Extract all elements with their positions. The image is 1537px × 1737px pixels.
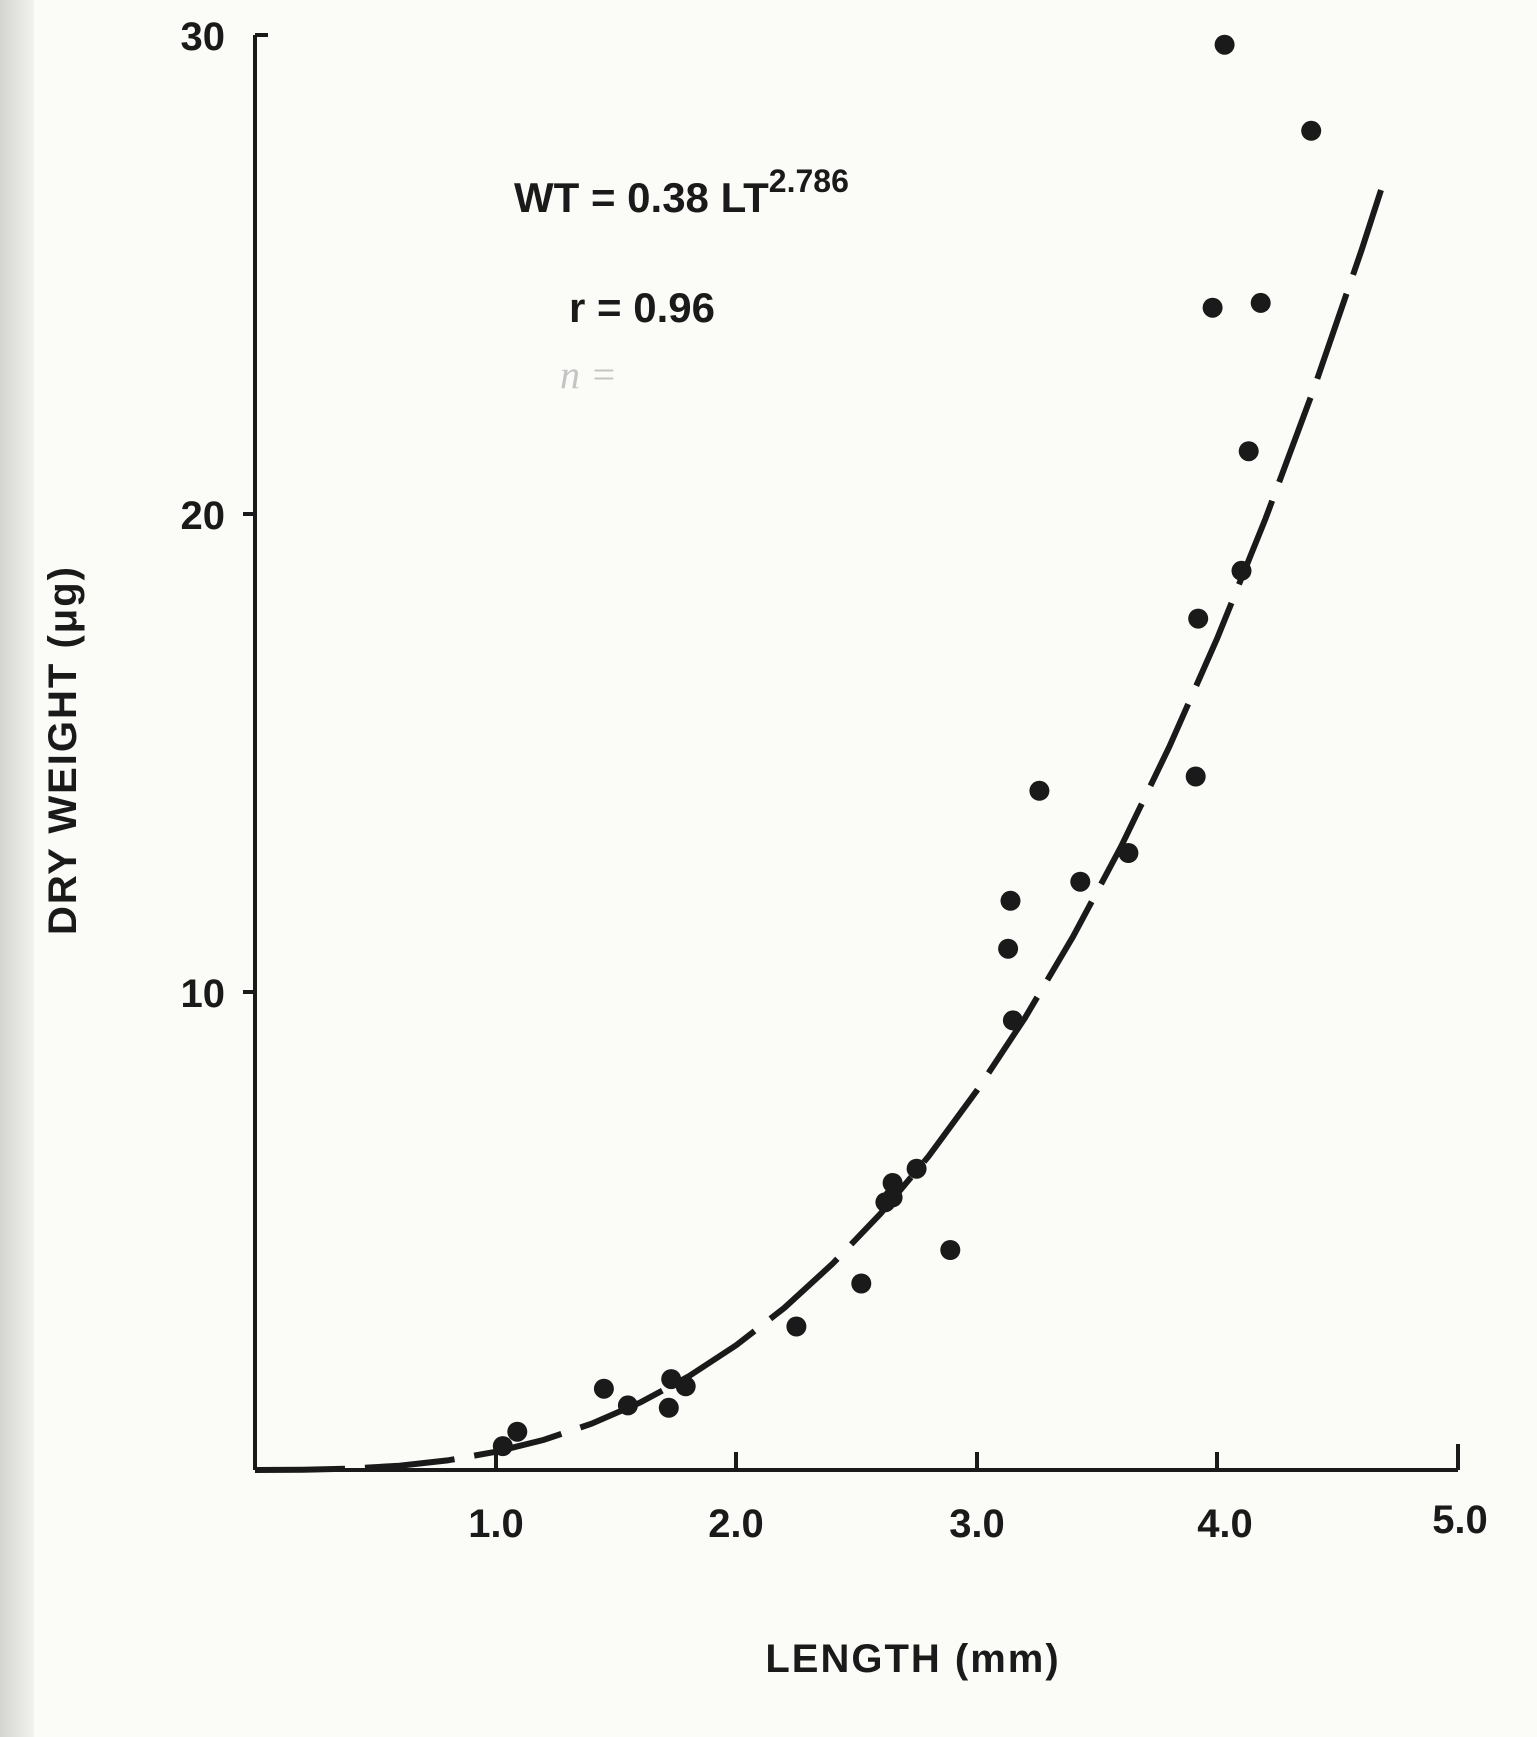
data-point [1301, 120, 1322, 141]
scan-page-edge [0, 0, 34, 1737]
y-tick-label-10: 10 [181, 972, 226, 1016]
x-tick-label-4: 4.0 [1197, 1502, 1253, 1546]
data-point [1214, 34, 1235, 55]
data-point [617, 1395, 638, 1416]
axis-titles: LENGTH (mm) DRY WEIGHT (μg) [41, 565, 1060, 1681]
tick-labels: 30 20 10 1.0 2.0 3.0 4.0 5.0 [181, 15, 1488, 1546]
data-point [675, 1376, 696, 1397]
annotations: WT = 0.38 LT2.786 r = 0.96 n = [514, 163, 849, 397]
axes [243, 33, 1460, 1472]
data-point [1188, 608, 1209, 629]
data-point [1185, 766, 1206, 787]
data-point [1231, 560, 1252, 581]
data-point [1238, 441, 1259, 462]
x-tick-label-5: 5.0 [1432, 1498, 1488, 1542]
data-point [658, 1397, 679, 1418]
x-axis-title: LENGTH (mm) [765, 1637, 1060, 1681]
data-point [1202, 297, 1223, 318]
data-point [906, 1158, 927, 1179]
fitted-power-curve [254, 189, 1384, 1473]
data-point [1070, 871, 1091, 892]
data-point [1000, 890, 1021, 911]
x-tick-label-3: 3.0 [949, 1502, 1005, 1546]
equation-exponent: 2.786 [769, 163, 849, 199]
handwritten-sample-size-note: n = [560, 352, 617, 397]
x-tick-label-1: 1.0 [468, 1502, 524, 1546]
data-point [1250, 292, 1271, 313]
regression-equation: WT = 0.38 LT2.786 [514, 163, 849, 221]
data-point [998, 938, 1019, 959]
data-point [882, 1173, 903, 1193]
data-point [1029, 780, 1050, 801]
data-point [851, 1273, 872, 1294]
data-point [1118, 843, 1139, 863]
y-tick-label-30: 30 [181, 15, 226, 59]
y-tick-label-20: 20 [181, 494, 226, 538]
data-point [593, 1378, 614, 1399]
data-points [492, 34, 1322, 1457]
equation-prefix: WT = 0.38 LT [514, 174, 769, 221]
data-point [940, 1240, 961, 1260]
data-point [786, 1316, 807, 1337]
x-tick-label-2: 2.0 [708, 1502, 764, 1546]
y-axis-title: DRY WEIGHT (μg) [41, 565, 85, 935]
data-point [882, 1187, 903, 1208]
correlation-coefficient: r = 0.96 [569, 284, 715, 331]
data-point [492, 1436, 513, 1457]
data-point [1002, 1010, 1023, 1031]
data-point [507, 1421, 528, 1442]
